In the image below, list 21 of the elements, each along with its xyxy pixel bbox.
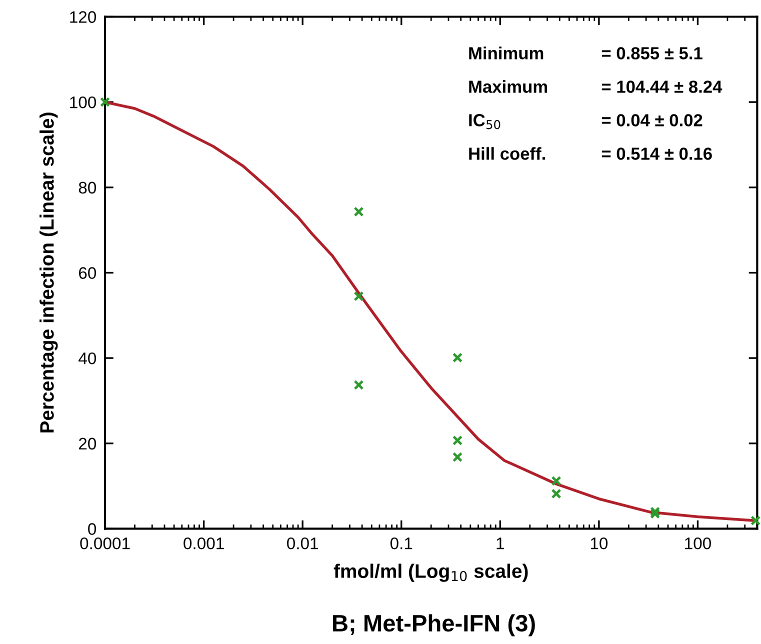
y-axis-title: Percentage infection (Linear scale) xyxy=(40,112,58,432)
y-tick-label: 80 xyxy=(78,182,96,194)
y-tick-label: 100 xyxy=(70,96,96,108)
text: B; Met-Phe-IFN (3) xyxy=(333,614,535,636)
x-tick-label: 0.0001 xyxy=(80,537,130,550)
x-tick-label: 1 xyxy=(496,538,504,550)
y-tick-label: 20 xyxy=(78,438,96,450)
x-tick-label: 0.001 xyxy=(184,537,224,550)
x-tick-label: 0.1 xyxy=(390,537,412,550)
y-tick-label: 40 xyxy=(78,352,96,364)
x-axis-title: fmol/ml (Log$_{10}$ scale) xyxy=(334,564,528,582)
x-tick-label: 100 xyxy=(685,537,711,550)
y-tick-label: 120 xyxy=(70,11,96,23)
y-tick-label: 0 xyxy=(88,523,96,535)
text: Minimum = 0.855 ± 5.1 xyxy=(469,46,702,60)
x-tick-label: 0.01 xyxy=(287,537,318,550)
text: Hill coeff. = 0.514 ± 0.16 xyxy=(469,147,712,160)
y-tick-label: 60 xyxy=(78,267,96,279)
text: Maximum = 104.44 ± 8.24 xyxy=(469,80,722,93)
text: IC$_{50}$ = 0.04 ± 0.02 xyxy=(469,114,702,130)
x-tick-label: 10 xyxy=(590,537,608,550)
